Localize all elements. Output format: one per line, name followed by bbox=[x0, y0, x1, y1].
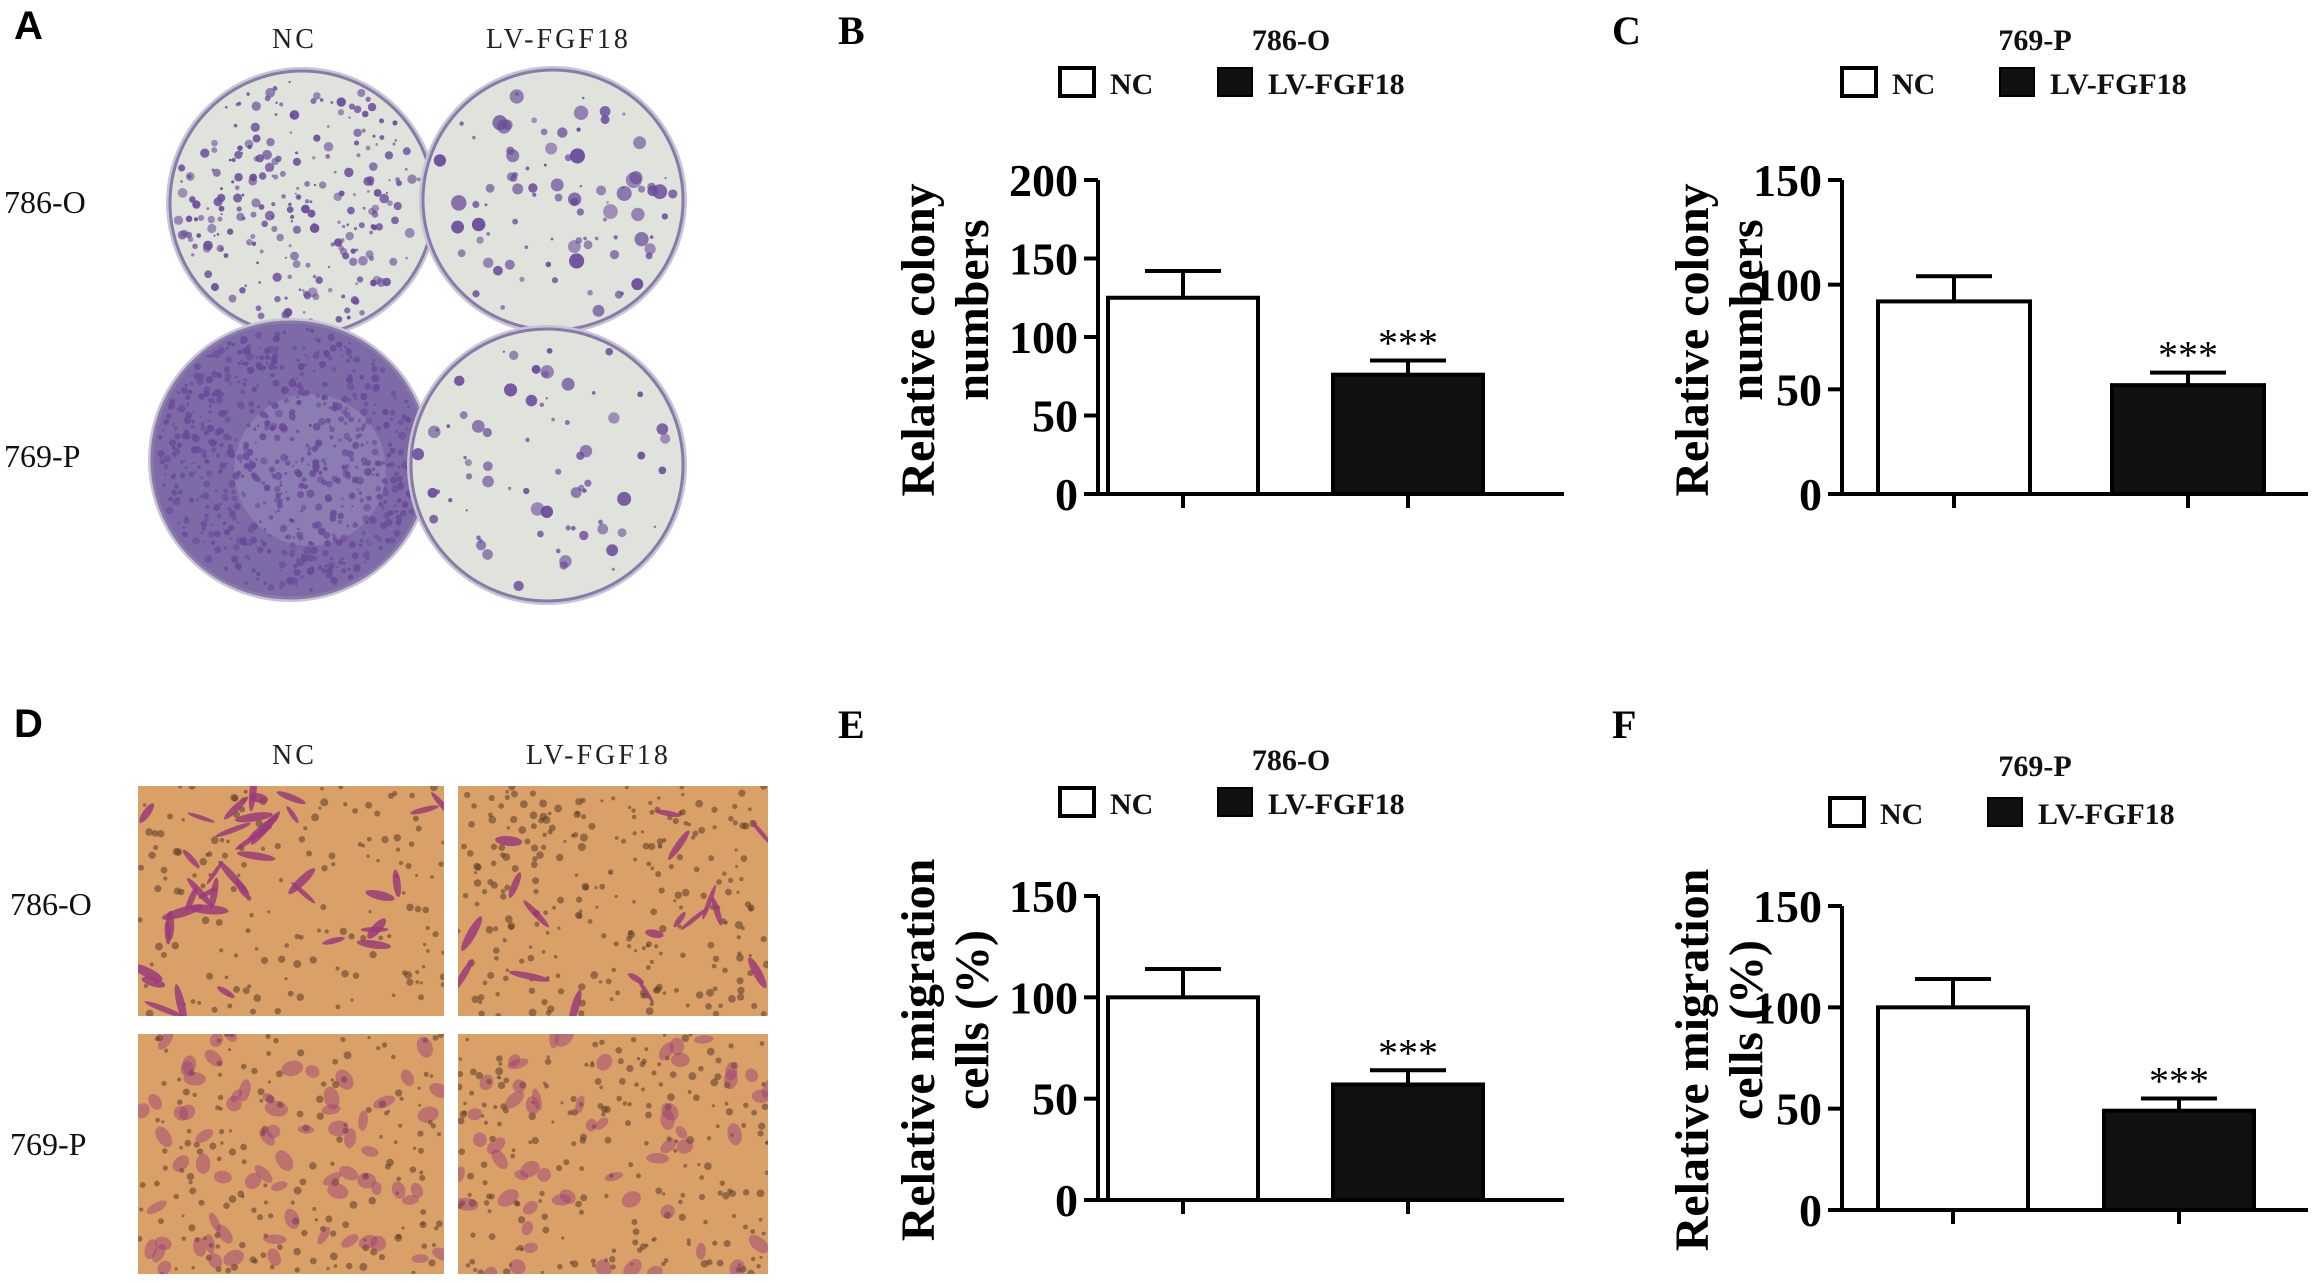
y-tick-label: 150 bbox=[1753, 881, 1822, 932]
panel-letter-c: C bbox=[1612, 8, 1641, 53]
y-tick-label: 150 bbox=[1009, 871, 1078, 922]
legend-label-nc: NC bbox=[1110, 788, 1153, 821]
bar-chart-panel-c: C 769-P NC LV-FGF18 0 50 100 150 Relative colony… bbox=[1612, 8, 2308, 520]
y-tick-label: 100 bbox=[1009, 312, 1078, 363]
y-tick-label: 0 bbox=[1799, 469, 1822, 520]
transwell-image-786o-nc bbox=[138, 786, 444, 1016]
legend-swatch-lv-fgf18 bbox=[1987, 797, 2023, 827]
significance-label: *** bbox=[2158, 333, 2218, 378]
y-tick-label: 0 bbox=[1055, 1175, 1078, 1226]
panel-a-column-nc: NC bbox=[272, 24, 317, 55]
bar-chart-panel-b: B 786-O NC LV-FGF18 0 50 100 150 200 Relative col… bbox=[838, 8, 1564, 520]
legend-label-lv-fgf18: LV-FGF18 bbox=[2050, 68, 2187, 101]
significance-label: *** bbox=[1378, 1030, 1438, 1075]
panel-d-column-nc: NC bbox=[272, 740, 317, 771]
legend-swatch-nc bbox=[1828, 796, 1866, 828]
significance-label: *** bbox=[1378, 321, 1438, 366]
legend-swatch-lv-fgf18 bbox=[1217, 787, 1253, 817]
y-tick-label: 0 bbox=[1799, 1185, 1822, 1236]
y-axis-label-line-1: Relative migration bbox=[892, 859, 945, 1242]
y-axis-label-line-2: numbers bbox=[946, 219, 999, 400]
bar-nc bbox=[1106, 995, 1260, 1202]
y-axis-label-line-2: numbers bbox=[1720, 219, 1773, 400]
transwell-image-769p-nc bbox=[138, 1034, 444, 1274]
legend-swatch-nc bbox=[1840, 66, 1878, 98]
legend-label-nc: NC bbox=[1880, 798, 1923, 831]
legend-label-nc: NC bbox=[1892, 68, 1935, 101]
y-axis-label-line-2: cells (%) bbox=[946, 930, 999, 1110]
legend-swatch-lv-fgf18 bbox=[1217, 67, 1253, 97]
y-tick-label: 150 bbox=[1009, 234, 1078, 285]
chart-title: 769-P bbox=[1998, 24, 2071, 57]
y-tick-label: 0 bbox=[1055, 469, 1078, 520]
chart-title: 769-P bbox=[1998, 750, 2071, 783]
legend-label-lv-fgf18: LV-FGF18 bbox=[2038, 798, 2175, 831]
bar-lv-fgf18 bbox=[1331, 1082, 1485, 1202]
legend-label-nc: NC bbox=[1110, 68, 1153, 101]
y-axis-label-line-1: Relative colony bbox=[1666, 183, 1719, 496]
panel-d-row-769p: 769-P bbox=[10, 1126, 87, 1162]
y-tick-label: 50 bbox=[1776, 364, 1822, 415]
bar-chart-panel-e: E 786-O NC LV-FGF18 0 50 100 150 Relative migrat… bbox=[838, 702, 1564, 1241]
legend-label-lv-fgf18: LV-FGF18 bbox=[1268, 68, 1405, 101]
legend-swatch-lv-fgf18 bbox=[1999, 67, 2035, 97]
y-tick-label: 50 bbox=[1032, 391, 1078, 442]
y-tick-label: 100 bbox=[1753, 982, 1822, 1033]
panel-d-column-lv-fgf18: LV-FGF18 bbox=[526, 740, 671, 771]
legend-label-lv-fgf18: LV-FGF18 bbox=[1268, 788, 1405, 821]
y-axis-label-line-1: Relative migration bbox=[1666, 869, 1719, 1252]
colony-dish-0 bbox=[166, 67, 438, 339]
bar-lv-fgf18 bbox=[2110, 383, 2266, 496]
bar-nc bbox=[1106, 295, 1260, 496]
colony-dish-2 bbox=[148, 318, 432, 602]
transwell-image-769p-lv-fgf18 bbox=[458, 1034, 768, 1274]
legend-swatch-nc bbox=[1058, 786, 1096, 818]
colony-dish-1 bbox=[419, 66, 687, 334]
panel-letter-b: B bbox=[838, 8, 865, 53]
y-tick-label: 100 bbox=[1009, 972, 1078, 1023]
legend-swatch-nc bbox=[1058, 66, 1096, 98]
panel-a-row-769p: 769-P bbox=[4, 438, 81, 474]
significance-label: *** bbox=[2149, 1059, 2209, 1104]
chart-title: 786-O bbox=[1252, 24, 1330, 57]
panel-letter-a: A bbox=[14, 4, 43, 48]
panel-letter-f: F bbox=[1612, 702, 1636, 747]
panel-d-row-786o: 786-O bbox=[10, 886, 92, 922]
colony-dish-3 bbox=[407, 325, 687, 605]
y-tick-label: 50 bbox=[1032, 1074, 1078, 1125]
y-tick-label: 100 bbox=[1753, 260, 1822, 311]
y-axis-label-line-1: Relative colony bbox=[892, 183, 945, 496]
panel-a-row-786o: 786-O bbox=[4, 184, 86, 220]
transwell-image-786o-lv-fgf18 bbox=[458, 786, 768, 1016]
panel-letter-e: E bbox=[838, 702, 865, 747]
panel-a-column-lv-fgf18: LV-FGF18 bbox=[486, 24, 631, 55]
y-tick-label: 50 bbox=[1776, 1084, 1822, 1135]
bar-nc bbox=[1876, 299, 2032, 496]
bar-lv-fgf18 bbox=[1331, 372, 1485, 496]
y-axis-label-line-2: cells (%) bbox=[1720, 940, 1773, 1120]
chart-title: 786-O bbox=[1252, 744, 1330, 777]
panel-letter-d: D bbox=[14, 702, 43, 746]
y-tick-label: 200 bbox=[1009, 155, 1078, 206]
bar-chart-panel-f: F 769-P NC LV-FGF18 0 50 100 150 Relative migrat… bbox=[1612, 702, 2308, 1251]
y-tick-label: 150 bbox=[1753, 155, 1822, 206]
bar-nc bbox=[1876, 1005, 2030, 1212]
bar-lv-fgf18 bbox=[2102, 1108, 2256, 1213]
